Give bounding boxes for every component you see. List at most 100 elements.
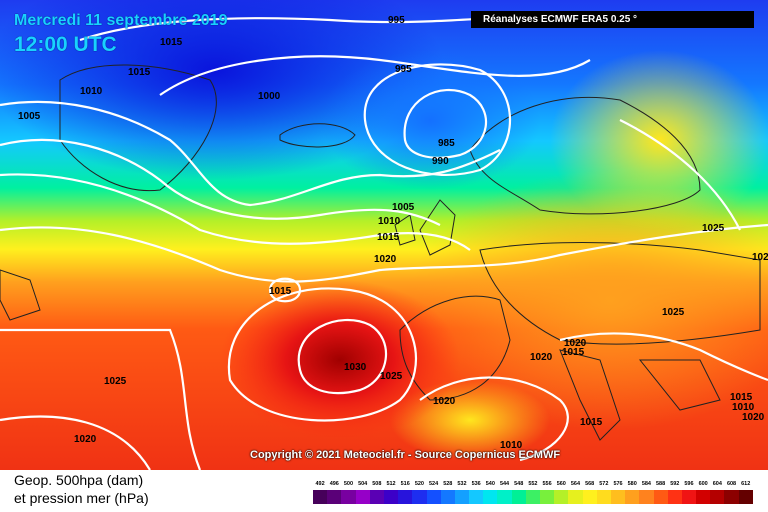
scale-swatch (313, 490, 328, 504)
isobar-label: 1020 (564, 338, 587, 349)
isobar-label: 1015 (269, 286, 292, 297)
scale-swatch (667, 490, 682, 504)
scale-swatch (696, 490, 711, 504)
scale-swatch (355, 490, 370, 504)
scale-swatch (582, 490, 597, 504)
isobar-label: 1020 (530, 352, 553, 363)
scale-tick-label: 536 (471, 481, 481, 487)
isobar-label: 1000 (258, 91, 281, 102)
scale-swatch (497, 490, 512, 504)
scale-tick-label: 584 (641, 481, 651, 487)
scale-tick-label: 504 (358, 481, 368, 487)
scale-tick-label: 508 (372, 481, 382, 487)
scale-swatch (610, 490, 626, 504)
scale-tick-label: 512 (386, 481, 396, 487)
isobar-label: 1015 (580, 417, 603, 428)
isobar-label: 1025 (104, 376, 127, 387)
legend-title-pressure: et pression mer (hPa) (14, 490, 149, 506)
scale-tick-label: 492 (315, 481, 325, 487)
isobar-label: 1010 (500, 440, 523, 451)
scale-tick-label: 532 (457, 481, 467, 487)
scale-tick-label: 552 (528, 481, 538, 487)
scale-tick-label: 500 (343, 481, 354, 487)
scale-swatch (454, 490, 470, 504)
scale-tick-label: 600 (698, 481, 708, 487)
scale-swatch (483, 490, 498, 504)
isobar-labels: 1015 1015 1010 1005 1000 995 995 985 990… (18, 15, 768, 451)
isobar-label: 995 (395, 64, 412, 75)
scale-tick-label: 548 (514, 481, 524, 487)
copyright-label: Copyright © 2021 Meteociel.fr - Source C… (250, 449, 561, 461)
scale-tick-label: 496 (329, 481, 339, 487)
isobar-label: 990 (432, 156, 449, 167)
scale-tick-label: 580 (627, 481, 637, 487)
scale-tick-label: 524 (429, 481, 439, 487)
isobar-label: 985 (438, 138, 455, 149)
isobar-label: 1030 (344, 362, 367, 373)
scale-swatch (341, 490, 356, 504)
isobar-label: 1005 (18, 111, 41, 122)
scale-tick-label: 608 (726, 481, 737, 487)
scale-swatch (383, 490, 399, 504)
scale-swatch (540, 490, 555, 504)
isobar-label: 102 (752, 252, 768, 263)
scale-swatch (412, 490, 427, 504)
isobar-label: 1020 (74, 434, 97, 445)
isobar-label: 1020 (742, 412, 765, 423)
scale-swatch (596, 490, 611, 504)
map-canvas: 1015 1015 1010 1005 1000 995 995 985 990… (0, 0, 768, 470)
scale-tick-label: 612 (741, 481, 751, 487)
source-label: Réanalyses ECMWF ERA5 0.25 ° (471, 11, 754, 28)
color-scale-ticks: 492 496 500 504 508 512 516 520 524 528 532 536 540 5… (313, 479, 753, 489)
time-label: 12:00 UTC (14, 33, 117, 56)
scale-swatch (653, 490, 668, 504)
color-scale-bar (313, 490, 753, 504)
isobar-label: 1020 (374, 254, 397, 265)
pressure-map: 1015 1015 1010 1005 1000 995 995 985 990… (0, 0, 768, 470)
scale-swatch (738, 490, 753, 504)
scale-tick-label: 568 (585, 481, 595, 487)
scale-swatch (710, 490, 725, 504)
scale-swatch (554, 490, 569, 504)
scale-swatch (440, 490, 455, 504)
isobar-label: 1025 (662, 307, 685, 318)
scale-tick-label: 516 (400, 481, 410, 487)
scale-swatch (327, 490, 342, 504)
coastlines (0, 64, 761, 441)
isobar-label: 1005 (392, 202, 415, 213)
scale-tick-label: 572 (599, 481, 609, 487)
isobar-label: 1015 (128, 67, 151, 78)
scale-swatch (398, 490, 413, 504)
scale-tick-label: 520 (414, 481, 424, 487)
legend: Geop. 500hpa (dam) et pression mer (hPa)… (0, 470, 768, 512)
isobar-label: 1015 (562, 347, 585, 358)
scale-swatch (681, 490, 697, 504)
scale-swatch (625, 490, 640, 504)
scale-swatch (568, 490, 583, 504)
scale-tick-label: 596 (684, 481, 694, 487)
isobar-label: 1015 (377, 232, 400, 243)
scale-tick-label: 588 (656, 481, 666, 487)
scale-tick-label: 528 (443, 481, 453, 487)
scale-swatch (525, 490, 540, 504)
isobar-label: 1020 (433, 396, 456, 407)
scale-tick-label: 540 (485, 481, 495, 487)
scale-tick-label: 560 (556, 481, 566, 487)
scale-swatch (426, 490, 441, 504)
isobar-lines (0, 13, 768, 470)
scale-swatch (639, 490, 654, 504)
isobar-label: 1010 (80, 86, 103, 97)
scale-swatch (511, 490, 526, 504)
isobar-label: 1015 (160, 37, 183, 48)
date-label: Mercredi 11 septembre 2019 (14, 12, 228, 29)
isobar-label: 1010 (378, 216, 401, 227)
isobar-label: 1025 (702, 223, 725, 234)
scale-tick-label: 576 (613, 481, 623, 487)
legend-title-geopotential: Geop. 500hpa (dam) (14, 472, 144, 488)
scale-tick-label: 592 (670, 481, 680, 487)
isobar-label: 1010 (732, 402, 755, 413)
scale-swatch (369, 490, 384, 504)
scale-swatch (469, 490, 484, 504)
scale-tick-label: 544 (499, 481, 510, 487)
